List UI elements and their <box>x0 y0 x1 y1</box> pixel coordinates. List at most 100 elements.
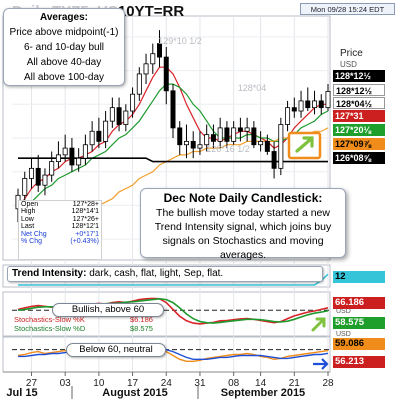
stoch-k-value: $6.186 <box>130 315 153 324</box>
ohlc-value: +0*17'1 <box>75 230 99 238</box>
candle-body <box>82 144 88 159</box>
candle-body <box>285 107 291 125</box>
title-symbol: 10YT=RR <box>117 3 185 20</box>
ohlc-panel: Open 127*28+ High 128*14'1 Low 127*26+ Last… <box>18 200 102 260</box>
annotation-low: 126*16 1/2 <box>206 144 250 154</box>
candle-body <box>49 161 55 176</box>
price-tag: 128*12½ <box>333 84 385 96</box>
ohlc-label: % Chg <box>21 238 43 246</box>
candle-body <box>271 151 277 169</box>
stoch-d-value: $8.575 <box>130 324 153 333</box>
candle-body <box>42 174 48 186</box>
x-tick-label: 03 <box>60 378 72 389</box>
candle-body <box>76 157 82 166</box>
stoch-k-legend: Stochastics-Slow %K <box>14 315 85 324</box>
third-panel-pill: Below 60, neutral <box>66 343 166 357</box>
x-tick-label: 24 <box>161 378 173 389</box>
candle-body <box>96 130 102 142</box>
ohlc-row: Open 127*28+ <box>19 201 101 208</box>
ohlc-value: (+0.43%) <box>70 238 99 246</box>
price-axis-unit: USD <box>340 60 357 69</box>
x-month-label: Jul 15 <box>6 387 37 399</box>
annotation-high: 129*10 1/2 <box>158 36 202 46</box>
averages-line: 6- and 10-day bull <box>23 42 105 53</box>
stoch-unit: USD <box>336 308 351 315</box>
averages-line: All above 40-day <box>26 57 102 68</box>
candle-body <box>258 140 264 146</box>
x-tick-label: 21 <box>289 378 301 389</box>
candle-body <box>190 140 196 149</box>
x-tick-label: 08 <box>228 378 240 389</box>
third-tag-2: 56.213 <box>333 356 385 368</box>
stoch-d-legend: Stochastics-Slow %D <box>14 324 86 333</box>
candle-body <box>157 43 163 58</box>
averages-line: Price above midpoint(-1) <box>9 27 119 38</box>
candle-body <box>305 100 311 109</box>
ohlc-value: 128*14'1 <box>71 208 99 216</box>
ohlc-row: High 128*14'1 <box>19 208 101 215</box>
x-tick-label: 14 <box>255 378 267 389</box>
trend-intensity-text: dark, cash, flat, light, Sep, flat. <box>89 268 224 279</box>
candle-body <box>170 90 176 129</box>
x-tick-label: 27 <box>26 378 38 389</box>
candle-body <box>150 53 156 65</box>
ohlc-label: High <box>21 208 36 216</box>
candle-body <box>264 140 270 152</box>
ohlc-value: 127*26+ <box>72 215 99 223</box>
third-arrow-icon <box>313 358 329 370</box>
candle-body <box>22 178 28 196</box>
averages-line: All above 100-day <box>23 72 105 83</box>
candle-body <box>244 127 250 132</box>
candle-body <box>210 134 216 142</box>
candle-body <box>55 154 61 163</box>
price-axis-title: Price <box>340 48 363 59</box>
averages-heading: Averages: <box>40 12 88 23</box>
x-tick-label: 31 <box>194 378 206 389</box>
ohlc-row: % Chg (+0.43%) <box>19 238 101 245</box>
price-tag: 128*12½ <box>333 70 385 82</box>
x-tick-label: 17 <box>127 378 139 389</box>
x-tick-label: 10 <box>93 378 105 389</box>
candle-body <box>251 127 257 146</box>
trend-intensity-value-tag: 12 <box>333 271 385 283</box>
candle-body <box>312 100 318 109</box>
candle-body <box>62 147 68 156</box>
x-month-label: August 2015 <box>102 387 167 399</box>
candle-body <box>163 56 169 92</box>
ohlc-label: Last <box>21 223 35 231</box>
price-tag: 127*31 <box>333 110 385 122</box>
ohlc-row: Last 128*12'1 <box>19 223 101 230</box>
x-tick-label: 28 <box>322 378 334 389</box>
averages-box: Averages: Price above midpoint(-1) 6- an… <box>3 8 125 86</box>
candle-body <box>204 134 210 146</box>
price-tag: 126*08⅝ <box>333 152 385 164</box>
candle-body <box>183 140 189 146</box>
ohlc-label: Open <box>21 201 39 208</box>
ohlc-label: Low <box>21 215 34 223</box>
datestamp: Mon 09/28 15:24 EDT <box>300 3 395 15</box>
candle-body <box>197 144 203 149</box>
annotation-mid: 128*04 <box>238 83 267 93</box>
price-tag: 127*20⅛ <box>333 124 385 136</box>
candle-body <box>231 127 237 142</box>
third-tag-1: 59.086 <box>333 338 385 350</box>
ohlc-value: 127*28+ <box>72 201 99 208</box>
stochastics-pill: Bullish, above 60 <box>52 303 164 317</box>
note-title: Dec Note Daily Candlestick: <box>163 191 323 205</box>
candle-body <box>298 100 304 112</box>
candle-body <box>130 93 136 112</box>
candle-body <box>123 110 129 125</box>
ohlc-label: Net Chg <box>21 230 47 238</box>
candle-body <box>224 127 230 142</box>
x-axis: 27 03 10 17 24 31 08 14 21 28 Jul 15 August 2015 Sep… <box>3 371 334 399</box>
candle-body <box>291 107 297 112</box>
candle-body <box>28 167 34 179</box>
stoch-d-tag: 58.575 <box>333 317 385 329</box>
x-month-label: September 2015 <box>221 387 305 399</box>
note-box: Dec Note Daily Candlestick: The bullish … <box>140 188 346 261</box>
candle-body <box>177 127 183 146</box>
candle-body <box>237 127 243 132</box>
candle-body <box>143 63 149 75</box>
